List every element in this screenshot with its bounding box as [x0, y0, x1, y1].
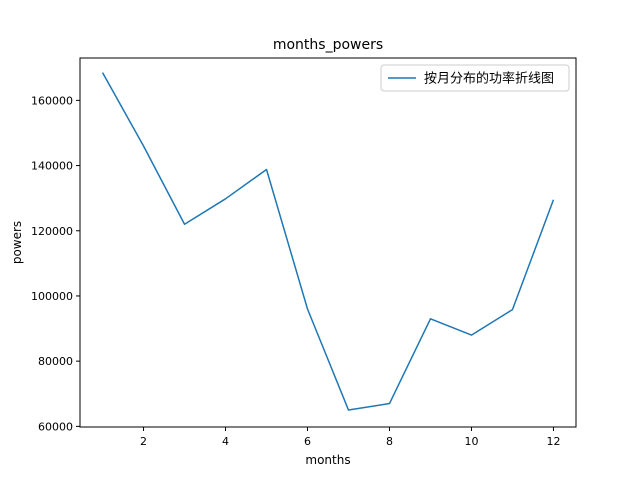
y-tick-label: 100000	[31, 290, 73, 303]
plot-area	[101, 72, 555, 411]
y-tick-label: 120000	[31, 225, 73, 238]
x-axis-label: months	[305, 453, 350, 467]
legend: 按月分布的功率折线图	[380, 64, 570, 92]
axes-frame	[79, 57, 577, 428]
y-tick-label: 160000	[31, 94, 73, 107]
x-tick-label: 6	[304, 435, 311, 448]
chart-title: months_powers	[273, 37, 383, 53]
x-tick-label: 2	[140, 435, 147, 448]
y-axis: 60000 80000 100000 120000 140000 160000	[31, 94, 80, 433]
series-line	[101, 72, 555, 411]
y-tick-label: 60000	[38, 420, 73, 433]
legend-label: 按月分布的功率折线图	[424, 71, 554, 87]
x-axis: 2 4 6 8 10 12	[140, 427, 560, 448]
y-tick-label: 140000	[31, 160, 73, 173]
x-tick-label: 12	[546, 435, 560, 448]
y-tick-label: 80000	[38, 355, 73, 368]
x-tick-label: 8	[386, 435, 393, 448]
y-axis-label: powers	[10, 221, 24, 264]
x-tick-label: 4	[222, 435, 229, 448]
x-tick-label: 10	[464, 435, 478, 448]
legend-box	[380, 64, 570, 92]
